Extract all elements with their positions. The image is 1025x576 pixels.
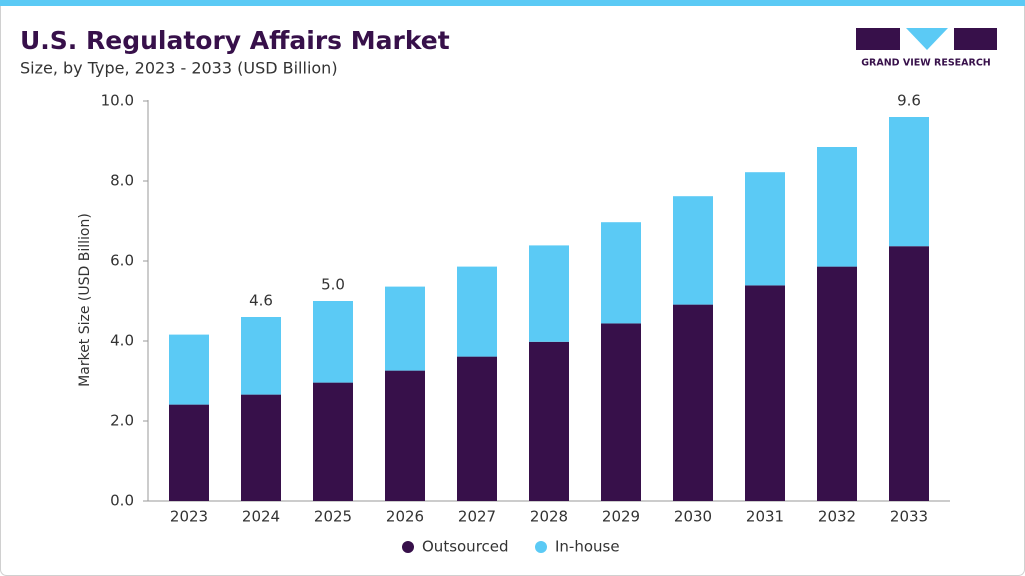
y-axis-label: Market Size (USD Billion)	[77, 213, 93, 387]
logo-block	[856, 28, 900, 50]
legend-marker	[402, 541, 414, 553]
bar-segment	[169, 334, 209, 405]
x-tick-label: 2027	[458, 508, 496, 526]
x-tick-label: 2032	[818, 508, 856, 526]
bar-segment	[385, 370, 425, 501]
y-tick-label: 2.0	[110, 412, 134, 430]
brand: GRAND VIEW RESEARCH	[861, 58, 991, 69]
legend-marker	[535, 541, 547, 553]
bar-segment	[529, 245, 569, 342]
bar-segment	[385, 286, 425, 371]
x-tick-label: 2024	[242, 508, 280, 526]
bar-segment	[745, 172, 785, 286]
y-tick-label: 6.0	[110, 252, 134, 270]
x-tick-label: 2023	[170, 508, 208, 526]
logo-triangle	[906, 28, 948, 50]
chart-title: U.S. Regulatory Affairs Market	[20, 26, 450, 55]
bar-segment	[745, 285, 785, 501]
logo-block	[954, 28, 997, 50]
bar-segment	[601, 323, 641, 501]
bar-segment	[889, 246, 929, 501]
logo: GRAND VIEW RESEARCH	[856, 28, 997, 69]
legend-label: Outsourced	[422, 538, 509, 556]
x-tick-label: 2026	[386, 508, 424, 526]
bar-segment	[889, 117, 929, 247]
bar-segment	[313, 301, 353, 383]
bar-segment	[457, 266, 497, 357]
total-label: 9.6	[897, 92, 921, 110]
bar-segment	[673, 304, 713, 501]
chart-subtitle: Size, by Type, 2023 - 2033 (USD Billion)	[20, 59, 338, 78]
bar-segment	[529, 341, 569, 501]
bar-segment	[313, 382, 353, 501]
bar-segment	[457, 356, 497, 501]
bar-segment	[817, 147, 857, 267]
x-tick-label: 2030	[674, 508, 712, 526]
total-label: 5.0	[321, 276, 345, 294]
y-tick-label: 8.0	[110, 172, 134, 190]
x-tick-label: 2031	[746, 508, 784, 526]
bar-segment	[169, 404, 209, 501]
bar-segment	[673, 196, 713, 305]
top-strip	[0, 0, 1025, 6]
x-tick-label: 2025	[314, 508, 352, 526]
bar-segment	[817, 266, 857, 501]
bar-segment	[241, 317, 281, 395]
y-tick-label: 4.0	[110, 332, 134, 350]
x-tick-label: 2033	[890, 508, 928, 526]
bar-segment	[241, 394, 281, 501]
y-tick-label: 10.0	[101, 92, 134, 110]
y-tick-label: 0.0	[110, 492, 134, 510]
x-tick-label: 2028	[530, 508, 568, 526]
total-label: 4.6	[249, 292, 273, 310]
legend-label: In-house	[555, 538, 620, 556]
x-tick-label: 2029	[602, 508, 640, 526]
bar-segment	[601, 222, 641, 324]
